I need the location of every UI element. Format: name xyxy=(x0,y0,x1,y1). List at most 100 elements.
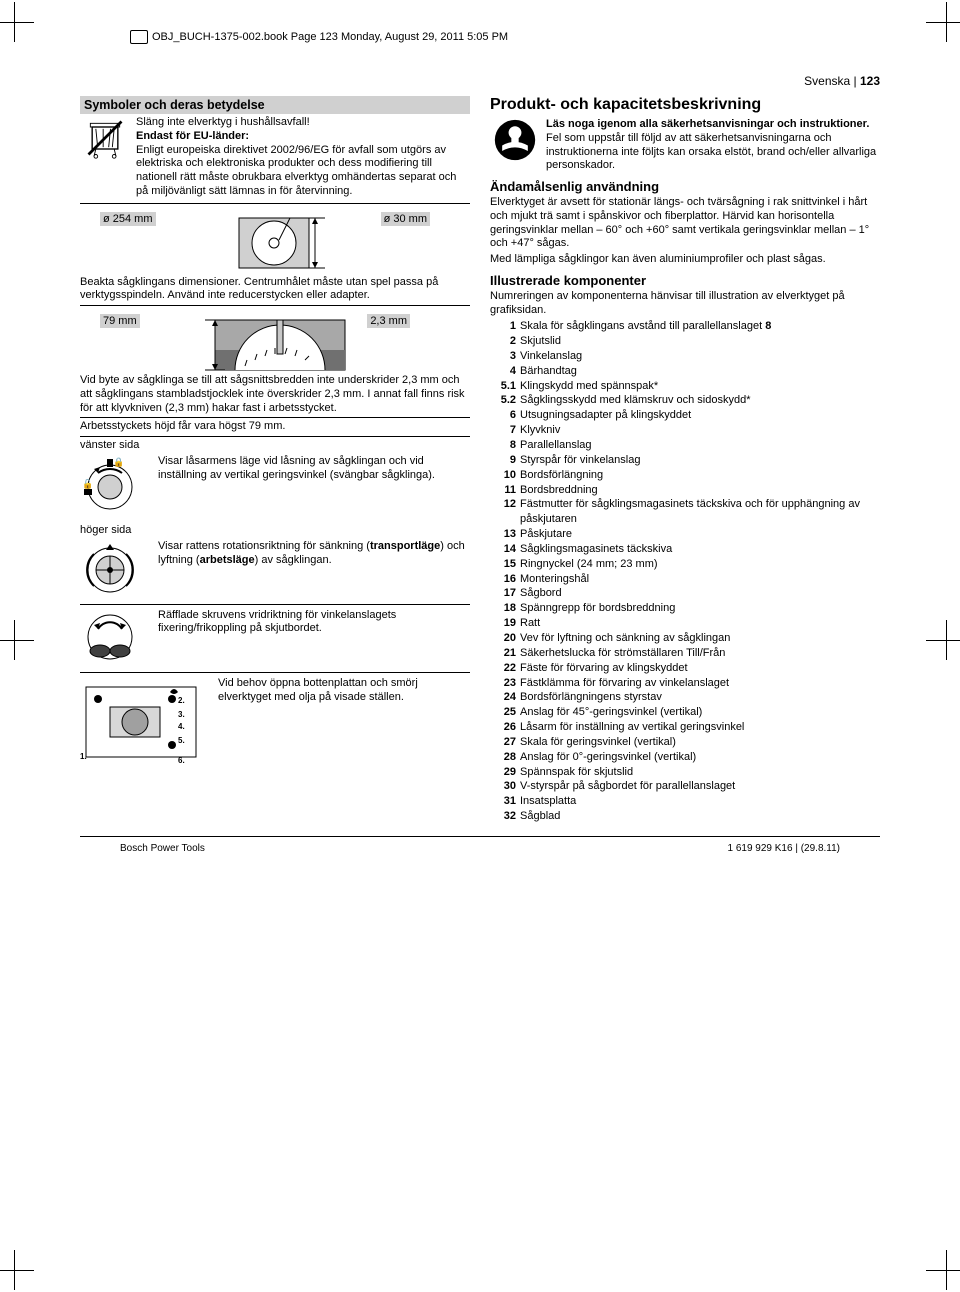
language-label: Svenska xyxy=(804,74,850,88)
page-footer: Bosch Power Tools 1 619 929 K16 | (29.8.… xyxy=(80,836,880,854)
component-number: 13 xyxy=(490,527,516,542)
component-item: 4 Bärhandtag xyxy=(490,364,880,379)
component-label: Klingskydd med spännspak* xyxy=(520,379,880,394)
component-number: 31 xyxy=(490,794,516,809)
component-label: Vinkelanslag xyxy=(520,349,880,364)
component-number: 20 xyxy=(490,631,516,646)
component-number: 30 xyxy=(490,779,516,794)
weee-bin-icon xyxy=(80,116,130,160)
right-side-label: höger sida xyxy=(80,524,470,536)
blade-dimension-note: Beakta sågklingans dimensioner. Centrumh… xyxy=(80,276,470,304)
component-label: Skala för geringsvinkel (vertikal) xyxy=(520,735,880,750)
wheel-rotation-text: Visar rattens rotationsriktning för sänk… xyxy=(158,540,470,568)
read-safety-text: Läs noga igenom alla säkerhetsanvisninga… xyxy=(546,118,880,173)
book-header-text: OBJ_BUCH-1375-002.book Page 123 Monday, … xyxy=(152,31,508,43)
component-number: 24 xyxy=(490,690,516,705)
divider xyxy=(80,604,470,605)
svg-text:🔓: 🔓 xyxy=(82,478,93,489)
component-number: 4 xyxy=(490,364,516,379)
component-number: 25 xyxy=(490,705,516,720)
symbols-section-title: Symboler och deras betydelse xyxy=(80,96,470,114)
wheel-rotation-icon xyxy=(80,540,150,600)
component-item: 22Fäste för förvaring av klingskyddet xyxy=(490,661,880,676)
component-item: 5.2Sågklingsskydd med klämskruv och sido… xyxy=(490,393,880,408)
svg-text:6.: 6. xyxy=(178,756,185,765)
component-label: Styrspår för vinkelanslag xyxy=(520,453,880,468)
component-number: 9 xyxy=(490,453,516,468)
divider xyxy=(80,305,470,306)
component-number: 19 xyxy=(490,616,516,631)
component-label: Insatsplatta xyxy=(520,794,880,809)
component-label: Bordsförlängning xyxy=(520,468,880,483)
footer-brand: Bosch Power Tools xyxy=(120,843,205,854)
book-fold-icon xyxy=(130,30,148,44)
component-label: Anslag för 45°-geringsvinkel (vertikal) xyxy=(520,705,880,720)
component-item: 7 Klyvkniv xyxy=(490,423,880,438)
component-item: 8Parallellanslag xyxy=(490,438,880,453)
svg-text:5.: 5. xyxy=(178,736,185,745)
component-label: Spänngrepp för bordsbreddning xyxy=(520,601,880,616)
footer-docnum: 1 619 929 K16 | (29.8.11) xyxy=(728,843,841,854)
divider xyxy=(80,417,470,418)
svg-text:2.: 2. xyxy=(178,696,185,705)
kerf-note: Vid byte av sågklinga se till att sågsni… xyxy=(80,374,470,415)
usage-heading: Ändamålsenlig användning xyxy=(490,179,880,194)
component-item: 20Vev för lyftning och sänkning av sågkl… xyxy=(490,631,880,646)
component-label: Ringnyckel (24 mm; 23 mm) xyxy=(520,557,880,572)
component-item: 23Fästklämma för förvaring av vinkelansl… xyxy=(490,676,880,691)
component-item: 26Låsarm för inställning av vertikal ger… xyxy=(490,720,880,735)
component-item: 11 Bordsbreddning xyxy=(490,483,880,498)
diameter-30-label: ø 30 mm xyxy=(381,212,430,226)
svg-text:🔒: 🔒 xyxy=(113,457,124,467)
component-item: 6Utsugningsadapter på klingskyddet xyxy=(490,408,880,423)
eu-title: Endast för EU-länder: xyxy=(136,130,470,144)
component-number: 1 xyxy=(490,319,516,334)
lock-arm-icon: 🔒 🔓 xyxy=(80,455,150,520)
crop-mark-tr xyxy=(926,2,960,42)
component-number: 29 xyxy=(490,765,516,780)
crop-mark-bl xyxy=(0,1250,34,1290)
knurled-screw-icon xyxy=(80,609,150,669)
component-number: 14 xyxy=(490,542,516,557)
page: OBJ_BUCH-1375-002.book Page 123 Monday, … xyxy=(0,0,960,874)
component-label: Bordsbreddning xyxy=(520,483,880,498)
component-item: 5.1Klingskydd med spännspak* xyxy=(490,379,880,394)
read-manual-icon xyxy=(490,118,540,162)
component-item: 18Spänngrepp för bordsbreddning xyxy=(490,601,880,616)
component-label: Bordsförlängningens styrstav xyxy=(520,690,880,705)
component-number: 7 xyxy=(490,423,516,438)
divider xyxy=(80,672,470,673)
component-number: 16 xyxy=(490,572,516,587)
component-label: Monteringshål xyxy=(520,572,880,587)
component-number: 21 xyxy=(490,646,516,661)
trash-line1: Släng inte elverktyg i hushållsavfall! xyxy=(136,116,470,130)
knurled-screw-text: Räfflade skruvens vridriktning för vinke… xyxy=(158,609,470,637)
component-item: 1 Skala för sågklingans avstånd till para… xyxy=(490,319,880,334)
component-number: 3 xyxy=(490,349,516,364)
eu-text: Enligt europeiska direktivet 2002/96/EG … xyxy=(136,144,470,199)
component-number: 11 xyxy=(490,483,516,498)
component-item: 16 Monteringshål xyxy=(490,572,880,587)
component-label: Bärhandtag xyxy=(520,364,880,379)
left-column: Symboler och deras betydelse xyxy=(80,96,470,824)
components-list: 1 Skala för sågklingans avstånd till para… xyxy=(490,319,880,824)
page-num: 123 xyxy=(860,74,880,88)
component-number: 15 xyxy=(490,557,516,572)
component-item: 9 Styrspår för vinkelanslag xyxy=(490,453,880,468)
crop-mark-ml xyxy=(0,620,34,660)
component-item: 13Påskjutare xyxy=(490,527,880,542)
component-number: 12 xyxy=(490,497,516,527)
component-item: 27Skala för geringsvinkel (vertikal) xyxy=(490,735,880,750)
component-item: 32Sågblad xyxy=(490,809,880,824)
components-heading: Illustrerade komponenter xyxy=(490,273,880,288)
component-label: Klyvkniv xyxy=(520,423,880,438)
component-item: 10Bordsförlängning xyxy=(490,468,880,483)
component-label: Skala för sågklingans avstånd till paral… xyxy=(520,319,880,334)
crop-mark-tl xyxy=(0,2,34,42)
component-label: Sågklingsskydd med klämskruv och sidosky… xyxy=(520,393,880,408)
svg-text:1.: 1. xyxy=(80,752,87,761)
component-label: Skjutslid xyxy=(520,334,880,349)
crop-mark-mr xyxy=(926,620,960,660)
right-column: Produkt- och kapacitetsbeskrivning Läs n… xyxy=(490,96,880,824)
component-label: Fästklämma för förvaring av vinkelanslag… xyxy=(520,676,880,691)
